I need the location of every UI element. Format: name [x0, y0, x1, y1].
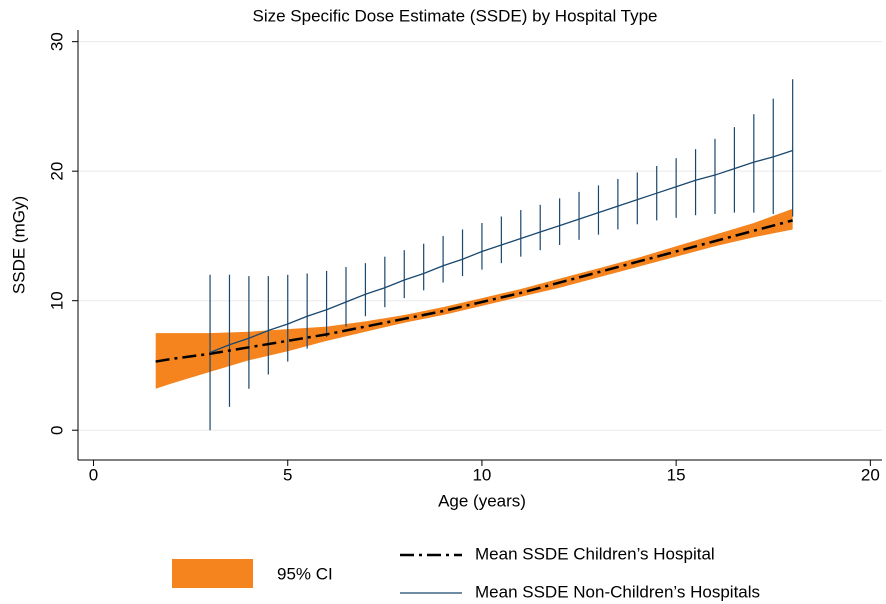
x-axis-label: Age (years): [438, 491, 526, 510]
legend-label: 95% CI: [277, 564, 333, 583]
series-line: [209, 149, 793, 354]
y-tick-label: 20: [47, 162, 66, 181]
legend-label: Mean SSDE Non-Children’s Hospitals: [475, 582, 760, 601]
y-tick-label: 0: [47, 425, 66, 434]
y-tick-label: 30: [47, 32, 66, 51]
legend-swatch: [172, 559, 253, 588]
x-tick-label: 5: [283, 465, 292, 484]
x-tick-label: 15: [667, 465, 686, 484]
ci-band: [155, 208, 793, 389]
x-tick-label: 20: [861, 465, 880, 484]
x-tick-label: 0: [89, 465, 98, 484]
y-tick-label: 10: [47, 291, 66, 310]
chart-title: Size Specific Dose Estimate (SSDE) by Ho…: [252, 6, 657, 25]
y-axis-label: SSDE (mGy): [9, 196, 28, 294]
x-tick-label: 10: [472, 465, 491, 484]
series-line: [155, 219, 793, 363]
legend-label: Mean SSDE Children’s Hospital: [475, 544, 715, 563]
